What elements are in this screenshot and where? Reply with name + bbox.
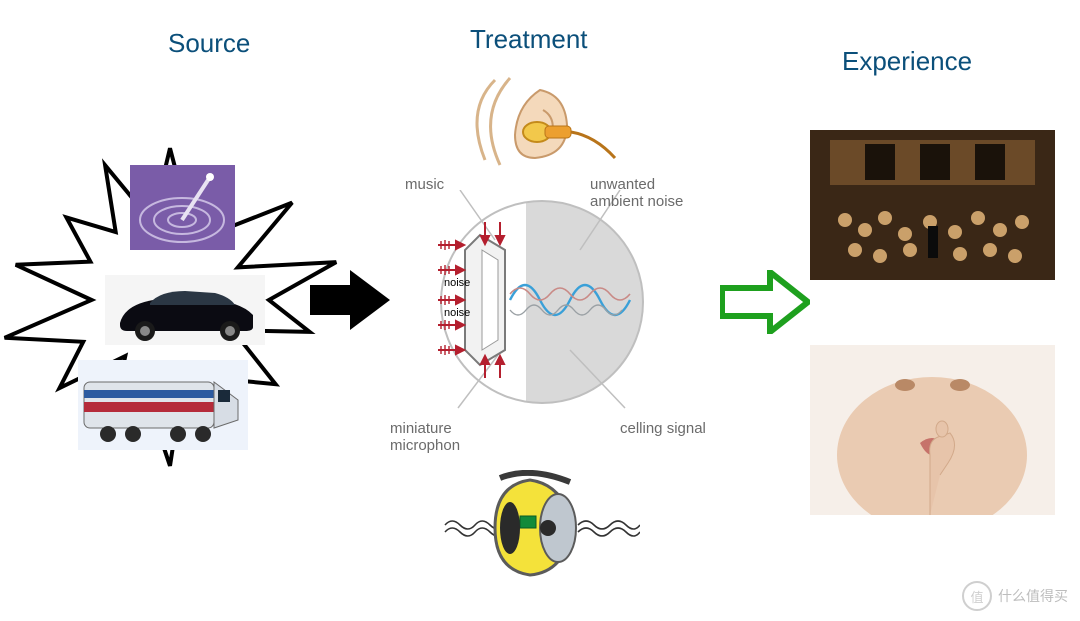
label-music: music	[405, 176, 444, 193]
arrow-treatment-to-experience	[720, 270, 810, 334]
noise-label-2: noise	[444, 307, 470, 319]
noise-cancel-overlay: noise noise	[410, 190, 670, 410]
watermark: 值 什么值得买	[962, 581, 1068, 611]
source-car-image	[105, 275, 265, 345]
watermark-badge: 值	[962, 581, 992, 611]
arrow-source-to-treatment	[310, 270, 390, 330]
heading-treatment: Treatment	[470, 24, 588, 55]
experience-orchestra-image	[810, 130, 1055, 280]
label-miniature-mic: miniature microphon	[390, 420, 460, 455]
source-antenna-image	[130, 165, 235, 250]
headphone-cutaway	[440, 470, 640, 585]
label-cancelling-signal: celling signal	[620, 420, 706, 437]
ear-diagram	[455, 70, 625, 175]
experience-quiet-image	[810, 345, 1055, 515]
heading-source: Source	[168, 28, 250, 59]
watermark-text: 什么值得买	[998, 586, 1068, 606]
label-unwanted-noise: unwanted ambient noise	[590, 176, 683, 211]
heading-experience: Experience	[842, 46, 972, 77]
noise-label-1: noise	[444, 277, 470, 289]
source-train-image	[78, 360, 248, 450]
